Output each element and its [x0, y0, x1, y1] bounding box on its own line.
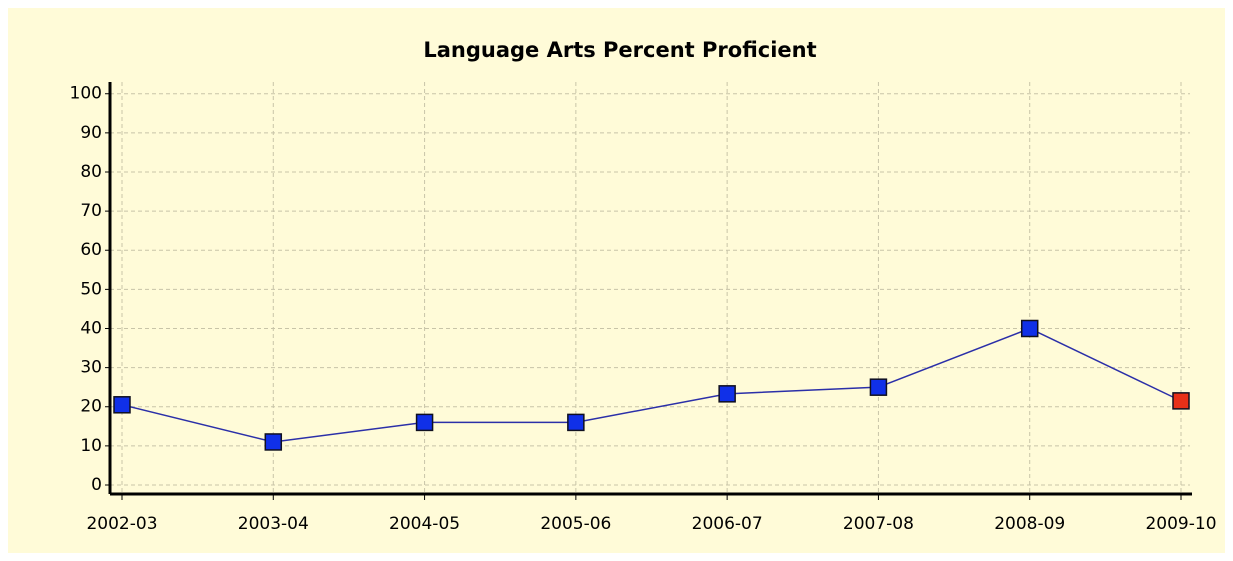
marker	[415, 413, 434, 432]
y-tick-label: 80	[80, 162, 102, 182]
x-tick-label: 2009-10	[1145, 514, 1216, 534]
x-tick-label: 2008-09	[994, 514, 1065, 534]
chart-background	[8, 8, 1225, 553]
x-tick-label: 2004-05	[389, 514, 460, 534]
x-tick-label: 2007-08	[843, 514, 914, 534]
x-tick-label: 2006-07	[692, 514, 763, 534]
y-tick-label: 70	[80, 201, 102, 221]
y-tick-label: 10	[80, 436, 102, 456]
x-tick-label: 2005-06	[540, 514, 611, 534]
marker	[869, 378, 888, 396]
y-tick-label: 0	[91, 475, 102, 495]
marker	[1020, 319, 1039, 338]
y-tick-label: 20	[80, 397, 102, 417]
chart-title: Language Arts Percent Proficient	[423, 38, 816, 62]
marker	[718, 385, 736, 403]
marker	[113, 396, 131, 414]
y-tick-label: 100	[70, 84, 102, 104]
marker	[1172, 392, 1190, 410]
y-tick-label: 90	[80, 123, 102, 143]
line	[121, 327, 1182, 443]
y-tick-label: 60	[80, 240, 102, 260]
y-tick-label: 40	[80, 318, 102, 338]
y-tick-label: 50	[80, 279, 102, 299]
x-tick-label: 2003-04	[238, 514, 309, 534]
marker	[264, 433, 283, 451]
x-tick-label: 2002-03	[86, 514, 157, 534]
y-tick-label: 30	[80, 358, 102, 378]
marker	[567, 413, 585, 432]
